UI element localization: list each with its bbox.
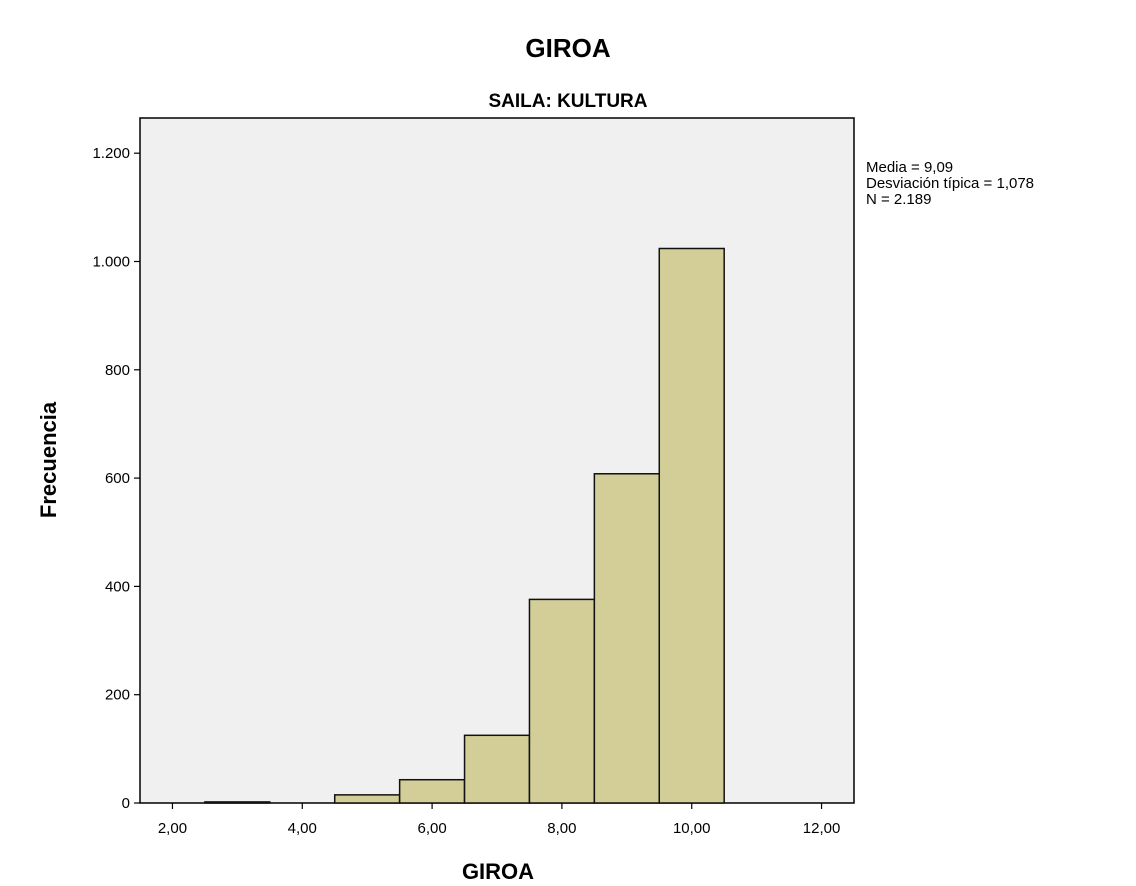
histogram-bar-6	[593, 473, 661, 804]
y-axis-title: Frecuencia	[36, 401, 61, 518]
y-tick-label: 200	[105, 687, 130, 704]
y-axis: 0 200 400 600 800 1.000 1.200	[92, 145, 140, 812]
x-axis-title: GIROA	[462, 859, 534, 884]
histogram-bar-1	[204, 801, 271, 804]
y-tick-label: 400	[105, 578, 130, 595]
x-axis: 2,00 4,00 6,00 8,00 10,00 12,00	[158, 803, 840, 837]
y-tick-label: 1.200	[92, 145, 130, 162]
histogram-bar-4	[463, 734, 531, 804]
histogram-bar-7	[658, 247, 725, 804]
x-tick-label: 4,00	[288, 820, 317, 837]
stats-line: Desviación típica = 1,078	[866, 175, 1034, 192]
stats-line: N = 2.189	[866, 191, 931, 208]
x-tick-label: 8,00	[547, 820, 576, 837]
y-tick-label: 800	[105, 362, 130, 379]
bars-group	[204, 247, 725, 804]
x-tick-label: 6,00	[417, 820, 446, 837]
histogram-bar-2	[333, 794, 401, 804]
y-tick-label: 600	[105, 470, 130, 487]
chart-title: GIROA	[525, 33, 610, 63]
y-tick-label: 1.000	[92, 253, 130, 270]
y-tick-label: 0	[122, 795, 130, 812]
stats-line: Media = 9,09	[866, 159, 953, 176]
histogram-bar-3	[398, 778, 466, 804]
histogram-bar-5	[528, 598, 596, 804]
chart-subtitle: SAILA: KULTURA	[488, 91, 647, 112]
plot-area	[139, 117, 855, 804]
x-tick-label: 10,00	[673, 820, 711, 837]
x-tick-label: 12,00	[803, 820, 841, 837]
x-tick-label: 2,00	[158, 820, 187, 837]
